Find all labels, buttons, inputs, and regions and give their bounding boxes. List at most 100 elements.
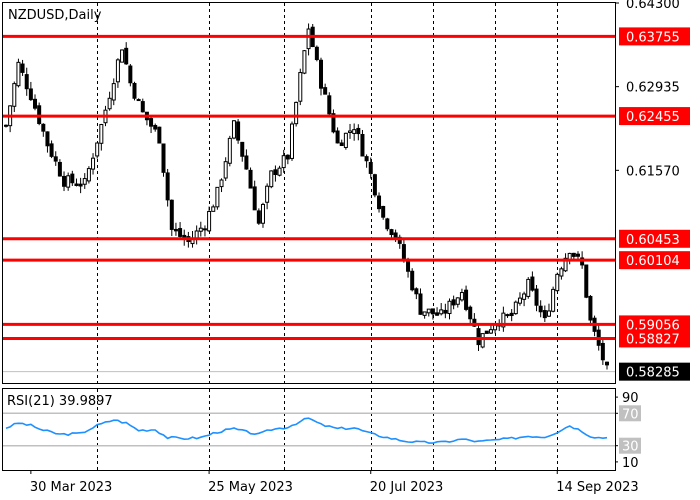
candle-bear xyxy=(331,113,336,133)
candle-bear xyxy=(368,162,373,174)
candle-bear xyxy=(248,169,253,189)
candle-bull xyxy=(16,61,21,87)
candle-bull xyxy=(343,132,348,148)
candle-bear xyxy=(339,142,344,146)
candle-bull xyxy=(91,157,96,170)
candle-bear xyxy=(49,143,54,157)
candle-bull xyxy=(265,185,270,203)
candle-bull xyxy=(526,278,531,297)
candle-bull xyxy=(95,142,100,157)
candle-bear xyxy=(140,101,145,113)
candle-bull xyxy=(289,123,294,159)
candle-bear xyxy=(588,295,593,321)
candle-bear xyxy=(161,143,166,173)
candle-bull xyxy=(563,257,568,272)
candle-bull xyxy=(86,168,91,182)
candle-bear xyxy=(377,195,382,210)
level-tag-label: 0.63755 xyxy=(626,30,680,45)
candle-bull xyxy=(488,329,493,334)
candle-bull xyxy=(12,83,17,107)
candle-bear xyxy=(534,288,539,306)
candle-bull xyxy=(82,178,87,185)
candle-bear xyxy=(414,288,419,295)
level-tag-label: 0.60453 xyxy=(626,233,680,248)
candle-bull xyxy=(198,227,203,232)
candle-bear xyxy=(236,121,241,141)
candle-bear xyxy=(476,328,481,346)
candle-bull xyxy=(115,59,120,83)
candle-bull xyxy=(281,155,286,169)
candle-bull xyxy=(111,83,116,101)
chart-title: NZDUSD,Daily xyxy=(8,8,102,23)
candles xyxy=(4,23,609,370)
time-tick-label: 25 May 2023 xyxy=(208,480,293,495)
candle-bear xyxy=(149,118,154,127)
candle-bear xyxy=(542,310,547,319)
time-axis: 30 Mar 2023 25 May 2023 20 Jul 2023 14 Sep … xyxy=(30,470,639,495)
candle-bear xyxy=(78,183,83,187)
rsi-line xyxy=(5,417,608,444)
candle-bull xyxy=(211,206,216,212)
candle-bull xyxy=(231,120,236,139)
candle-bear xyxy=(484,330,489,334)
candle-bear xyxy=(335,130,340,144)
candle-bear xyxy=(360,134,365,157)
candle-bear xyxy=(128,65,133,84)
candle-bull xyxy=(306,28,311,50)
candle-bear xyxy=(464,289,469,310)
candle-bear xyxy=(4,124,8,127)
candle-bull xyxy=(136,99,141,102)
candle-bull xyxy=(260,203,265,224)
candle-bear xyxy=(244,155,249,170)
level-tag xyxy=(619,229,690,248)
candle-bear xyxy=(153,124,158,130)
candle-bull xyxy=(459,292,464,301)
candle-bear xyxy=(70,173,75,184)
candle-bear xyxy=(33,98,38,109)
time-tick-label: 14 Sep 2023 xyxy=(556,480,638,495)
candle-bear xyxy=(314,46,319,61)
candle-bear xyxy=(173,228,178,232)
candle-bear xyxy=(41,123,46,132)
candle-bull xyxy=(522,293,527,300)
candle-bull xyxy=(120,49,125,63)
candle-bull xyxy=(219,179,224,188)
candle-bear xyxy=(389,229,394,236)
level-tag xyxy=(619,251,690,270)
level-lines xyxy=(3,34,615,340)
candle-bear xyxy=(385,218,390,230)
candle-bear xyxy=(256,210,261,224)
time-tick-label: 30 Mar 2023 xyxy=(30,480,112,495)
level-tag xyxy=(619,27,690,46)
candle-bear xyxy=(538,305,543,313)
candle-bull xyxy=(501,312,506,328)
rsi-label: RSI(21) 39.9897 xyxy=(7,394,113,409)
candle-bear xyxy=(202,228,207,231)
candle-bear xyxy=(62,175,67,187)
candle-bull xyxy=(439,309,444,315)
candle-bull xyxy=(480,333,485,348)
candle-bear xyxy=(468,306,473,320)
candle-bear xyxy=(605,361,609,366)
candle-bull xyxy=(277,167,282,176)
candle-bull xyxy=(302,50,307,74)
rsi-panel-frame xyxy=(2,388,616,471)
candle-bull xyxy=(426,308,431,314)
candle-bear xyxy=(124,47,129,65)
candle-bear xyxy=(418,293,423,315)
candle-bear xyxy=(285,154,290,160)
candle-bear xyxy=(372,174,377,196)
candle-bear xyxy=(327,95,332,115)
candle-bull xyxy=(348,130,353,133)
candle-bull xyxy=(294,101,299,125)
candle-bull xyxy=(66,175,71,188)
level-tag xyxy=(619,107,690,126)
candle-bull xyxy=(505,314,510,317)
candle-bull xyxy=(546,310,551,317)
candle-bear xyxy=(319,59,324,89)
candle-bear xyxy=(410,270,415,291)
level-tag xyxy=(619,329,690,348)
price-tick-label: 0.62935 xyxy=(626,81,680,96)
candle-bear xyxy=(323,87,328,95)
